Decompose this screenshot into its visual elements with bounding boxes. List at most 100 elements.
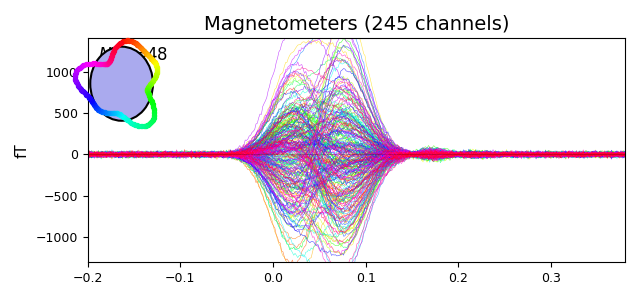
Point — [88, 100, 98, 105]
Point — [147, 80, 157, 85]
Point — [70, 74, 80, 79]
Point — [115, 112, 125, 117]
Point — [134, 124, 145, 128]
Point — [95, 109, 106, 113]
Point — [149, 111, 159, 116]
Point — [129, 40, 140, 45]
Point — [124, 119, 134, 124]
Point — [107, 53, 117, 58]
Point — [116, 40, 127, 44]
Point — [147, 80, 157, 84]
Point — [143, 85, 153, 90]
Point — [129, 122, 139, 127]
Point — [143, 84, 154, 89]
Point — [86, 98, 97, 103]
Point — [152, 66, 162, 70]
Point — [99, 62, 109, 67]
Point — [148, 118, 158, 123]
Point — [149, 108, 159, 112]
Title: Magnetometers (245 channels): Magnetometers (245 channels) — [204, 15, 509, 34]
Point — [99, 110, 109, 115]
Point — [147, 102, 157, 106]
Point — [148, 78, 159, 82]
Point — [111, 44, 122, 49]
Point — [117, 114, 127, 118]
Point — [105, 58, 115, 63]
Point — [144, 93, 154, 98]
Point — [113, 43, 123, 48]
Point — [115, 40, 125, 45]
Point — [149, 77, 159, 82]
Point — [74, 65, 84, 70]
Point — [118, 39, 128, 44]
Point — [141, 51, 151, 56]
Point — [121, 38, 131, 43]
Point — [127, 121, 138, 126]
Point — [90, 103, 100, 108]
Point — [127, 39, 137, 44]
Point — [145, 121, 156, 126]
Point — [93, 107, 104, 112]
Point — [104, 110, 114, 115]
Point — [150, 61, 160, 66]
Point — [137, 124, 147, 129]
Point — [132, 42, 143, 47]
Point — [152, 67, 162, 71]
Point — [88, 61, 99, 66]
Point — [148, 79, 158, 83]
Point — [78, 63, 88, 68]
Point — [82, 93, 92, 98]
Point — [72, 81, 82, 86]
Point — [70, 71, 81, 76]
Point — [108, 110, 118, 115]
Point — [75, 85, 85, 90]
Point — [98, 110, 108, 115]
Point — [148, 115, 159, 120]
Point — [145, 82, 156, 87]
Point — [76, 87, 86, 92]
Point — [91, 105, 101, 110]
Point — [151, 63, 161, 68]
Text: $N_{ave}$=48: $N_{ave}$=48 — [99, 45, 168, 65]
Point — [104, 61, 114, 65]
Point — [146, 56, 156, 60]
Point — [90, 61, 100, 66]
Point — [93, 61, 103, 66]
Point — [145, 96, 156, 101]
Point — [142, 52, 152, 57]
Point — [87, 61, 97, 66]
Point — [145, 55, 155, 60]
Point — [83, 62, 93, 67]
Point — [89, 102, 99, 106]
Point — [77, 88, 88, 93]
Point — [95, 61, 106, 66]
Point — [73, 83, 83, 88]
Point — [136, 124, 146, 129]
Point — [72, 82, 83, 87]
Point — [84, 96, 95, 100]
Point — [150, 75, 160, 80]
Point — [97, 110, 108, 114]
Point — [151, 72, 161, 77]
Point — [143, 91, 153, 96]
Point — [138, 48, 148, 52]
Point — [133, 123, 143, 128]
Point — [122, 38, 132, 43]
Point — [71, 69, 81, 74]
Point — [152, 70, 162, 75]
Point — [146, 98, 156, 102]
Point — [111, 45, 121, 50]
Point — [115, 112, 125, 117]
Point — [143, 90, 153, 95]
Point — [106, 54, 116, 59]
Point — [107, 52, 117, 57]
Point — [148, 103, 158, 108]
Point — [111, 111, 121, 116]
Point — [104, 110, 115, 115]
Point — [78, 89, 88, 94]
Point — [70, 75, 80, 80]
Point — [87, 99, 97, 103]
Point — [143, 89, 153, 94]
Point — [77, 64, 87, 68]
Point — [140, 124, 150, 129]
